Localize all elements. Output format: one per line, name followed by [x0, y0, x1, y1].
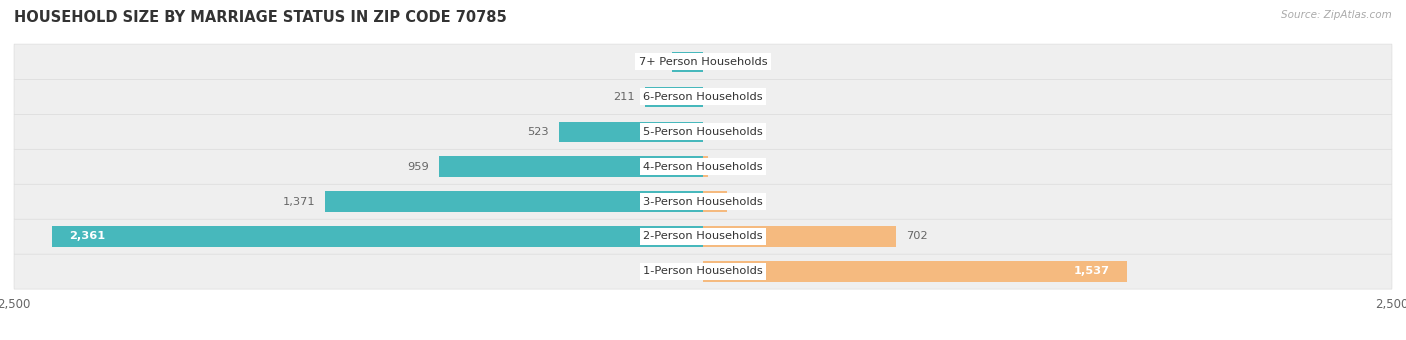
Text: 0: 0 — [713, 57, 720, 67]
Text: 87: 87 — [737, 197, 751, 206]
Text: 1,371: 1,371 — [283, 197, 315, 206]
FancyBboxPatch shape — [14, 184, 1392, 219]
Text: 114: 114 — [640, 57, 662, 67]
Text: 2,361: 2,361 — [69, 232, 105, 241]
Text: 2-Person Households: 2-Person Households — [643, 232, 763, 241]
Bar — [325, 191, 703, 212]
Bar — [703, 261, 1126, 282]
Text: 702: 702 — [905, 232, 928, 241]
Bar — [558, 121, 703, 142]
Text: 211: 211 — [613, 92, 636, 102]
Bar — [672, 52, 703, 72]
Text: 6-Person Households: 6-Person Households — [643, 92, 763, 102]
Text: 1,537: 1,537 — [1074, 267, 1109, 276]
Text: 19: 19 — [718, 162, 733, 172]
Text: 3-Person Households: 3-Person Households — [643, 197, 763, 206]
Text: 0: 0 — [713, 127, 720, 137]
FancyBboxPatch shape — [14, 114, 1392, 149]
Text: 1-Person Households: 1-Person Households — [643, 267, 763, 276]
FancyBboxPatch shape — [14, 149, 1392, 184]
Bar — [703, 191, 727, 212]
Bar — [703, 226, 897, 246]
Text: 4-Person Households: 4-Person Households — [643, 162, 763, 172]
Text: Source: ZipAtlas.com: Source: ZipAtlas.com — [1281, 10, 1392, 20]
Bar — [439, 156, 703, 177]
Bar — [645, 87, 703, 107]
FancyBboxPatch shape — [14, 254, 1392, 289]
Bar — [703, 156, 709, 177]
Text: HOUSEHOLD SIZE BY MARRIAGE STATUS IN ZIP CODE 70785: HOUSEHOLD SIZE BY MARRIAGE STATUS IN ZIP… — [14, 10, 506, 25]
FancyBboxPatch shape — [14, 219, 1392, 254]
Text: 7+ Person Households: 7+ Person Households — [638, 57, 768, 67]
Bar — [52, 226, 703, 246]
Text: 523: 523 — [527, 127, 550, 137]
Legend: Family, Nonfamily: Family, Nonfamily — [627, 337, 779, 340]
FancyBboxPatch shape — [14, 44, 1392, 80]
Text: 959: 959 — [408, 162, 429, 172]
FancyBboxPatch shape — [14, 79, 1392, 114]
Text: 0: 0 — [713, 92, 720, 102]
Text: 5-Person Households: 5-Person Households — [643, 127, 763, 137]
